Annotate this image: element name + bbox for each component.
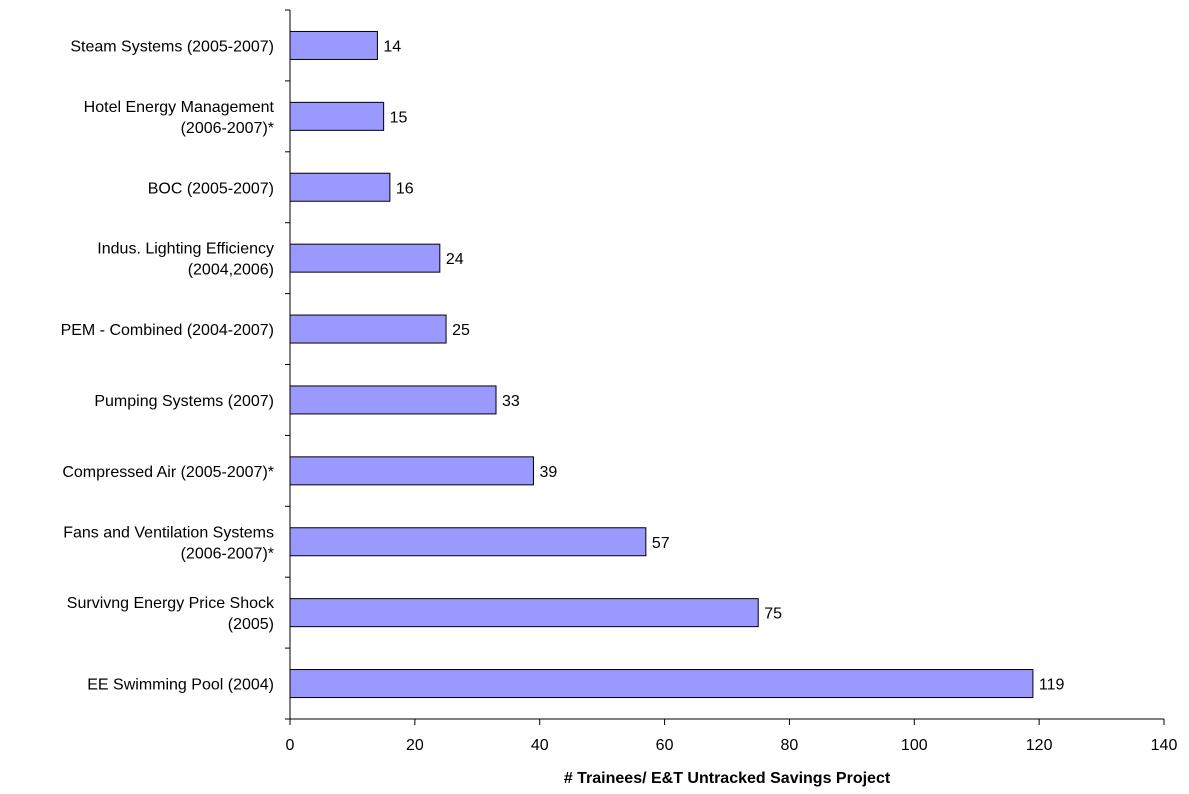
- data-label: 75: [764, 606, 782, 623]
- category-label: BOC (2005-2007): [148, 180, 274, 197]
- x-axis-title: # Trainees/ E&T Untracked Savings Projec…: [564, 770, 891, 787]
- bar: [289, 243, 441, 273]
- data-label: 14: [383, 38, 401, 55]
- bar: [289, 527, 647, 557]
- data-label: 119: [1039, 677, 1065, 694]
- category-label: Pumping Systems (2007): [94, 393, 274, 410]
- category-label: Fans and Ventilation Systems (2006-2007)*: [63, 524, 274, 562]
- data-label: 39: [539, 464, 557, 481]
- data-label: 57: [652, 535, 670, 552]
- data-label: 33: [502, 393, 520, 410]
- bar: [289, 172, 391, 202]
- data-label: 16: [396, 180, 414, 197]
- category-label: Survivng Energy Price Shock (2005): [67, 595, 275, 633]
- x-tick-label: 80: [781, 737, 799, 754]
- x-tick-label: 60: [656, 737, 674, 754]
- category-label: Hotel Energy Management (2006-2007)*: [84, 99, 275, 137]
- bar: [289, 456, 534, 486]
- bar: [289, 385, 497, 415]
- x-tick-label: 140: [1151, 737, 1178, 754]
- category-label: Compressed Air (2005-2007)*: [62, 464, 274, 481]
- data-label: 25: [452, 322, 470, 339]
- category-label: PEM - Combined (2004-2007): [61, 322, 274, 339]
- data-label: 24: [446, 251, 464, 268]
- x-tick-label: 20: [406, 737, 424, 754]
- category-label: Steam Systems (2005-2007): [70, 38, 274, 55]
- category-label: Indus. Lighting Efficiency (2004,2006): [97, 241, 274, 279]
- x-tick-label: 0: [286, 737, 295, 754]
- bar: [289, 598, 759, 628]
- bar: [289, 314, 447, 344]
- bar: [289, 669, 1034, 699]
- x-tick-label: 40: [531, 737, 549, 754]
- category-label: EE Swimming Pool (2004): [87, 677, 274, 694]
- bar: [289, 30, 378, 60]
- data-label: 15: [390, 109, 408, 126]
- bar: [289, 101, 385, 131]
- x-tick-label: 100: [901, 737, 928, 754]
- x-tick-label: 120: [1026, 737, 1053, 754]
